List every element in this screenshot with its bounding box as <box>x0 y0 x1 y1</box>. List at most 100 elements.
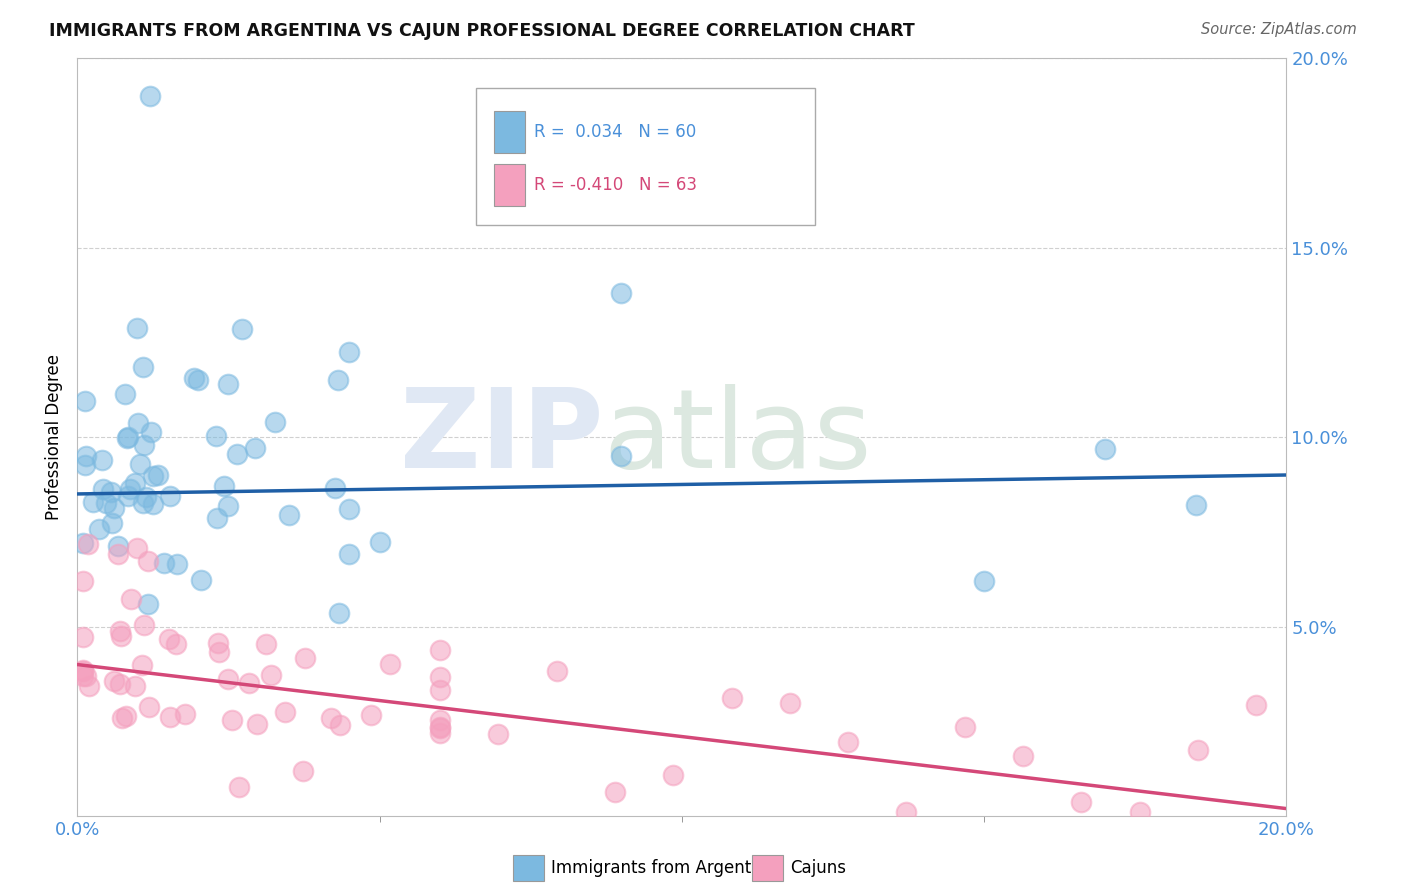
Point <box>174 706 197 721</box>
Point <box>1187 743 1209 757</box>
Text: R =  0.034   N = 60: R = 0.034 N = 60 <box>534 123 696 141</box>
Point <box>337 501 360 516</box>
Point <box>1129 805 1152 820</box>
Point <box>779 696 801 710</box>
Point <box>329 718 352 732</box>
Point <box>429 721 451 735</box>
Point <box>260 668 283 682</box>
Point <box>153 556 176 570</box>
Point <box>76 536 98 550</box>
Point <box>429 683 451 698</box>
Point <box>124 476 146 491</box>
Point <box>360 707 382 722</box>
Text: Immigrants from Argentina: Immigrants from Argentina <box>551 859 776 877</box>
Point <box>138 700 160 714</box>
Point <box>328 373 350 387</box>
Text: Cajuns: Cajuns <box>790 859 846 877</box>
Point <box>136 597 159 611</box>
Point <box>131 658 153 673</box>
Point <box>205 511 228 525</box>
Point <box>135 490 157 504</box>
Point <box>146 468 169 483</box>
Point <box>132 496 155 510</box>
Point <box>429 720 451 734</box>
Point <box>72 669 94 683</box>
Point <box>87 522 110 536</box>
Text: atlas: atlas <box>603 384 872 491</box>
Point <box>319 711 342 725</box>
Point <box>217 377 239 392</box>
Point <box>243 442 266 456</box>
FancyBboxPatch shape <box>495 164 524 206</box>
Point <box>214 479 236 493</box>
Point <box>294 650 316 665</box>
Point <box>118 482 141 496</box>
Text: Source: ZipAtlas.com: Source: ZipAtlas.com <box>1201 22 1357 37</box>
Point <box>108 624 131 639</box>
Point <box>120 591 142 606</box>
Text: ZIP: ZIP <box>399 384 603 491</box>
Point <box>1094 442 1116 457</box>
Point <box>72 663 94 677</box>
Point <box>183 371 205 385</box>
Point <box>896 805 918 820</box>
Point <box>159 489 181 503</box>
Point <box>221 713 243 727</box>
Point <box>662 768 685 782</box>
Point <box>208 645 231 659</box>
Point <box>166 557 188 571</box>
Point <box>429 725 451 739</box>
Point <box>117 489 139 503</box>
Point <box>127 417 149 431</box>
Point <box>72 536 94 550</box>
Point <box>134 438 156 452</box>
Point <box>610 285 633 300</box>
Point <box>73 394 96 409</box>
Point <box>75 669 97 683</box>
Point <box>125 541 148 555</box>
Point <box>207 635 229 649</box>
Point <box>429 714 451 728</box>
Point <box>129 457 152 471</box>
Point <box>103 500 125 515</box>
Point <box>1012 748 1035 763</box>
Text: R = -0.410   N = 63: R = -0.410 N = 63 <box>534 177 697 194</box>
Point <box>328 606 350 620</box>
Point <box>246 716 269 731</box>
Point <box>132 359 155 374</box>
Point <box>77 679 100 693</box>
Point <box>94 496 117 510</box>
Point <box>165 636 187 650</box>
Point <box>429 670 451 684</box>
Point <box>114 387 136 401</box>
Point <box>107 548 129 562</box>
Point <box>1246 698 1268 713</box>
Point <box>546 664 568 678</box>
Point <box>75 458 97 473</box>
Point <box>139 88 162 103</box>
Point <box>337 547 360 561</box>
Point <box>1184 498 1206 512</box>
Point <box>380 657 402 671</box>
Point <box>953 720 976 734</box>
Point <box>93 483 115 497</box>
Point <box>72 630 94 644</box>
Y-axis label: Professional Degree: Professional Degree <box>45 354 63 520</box>
Point <box>337 345 360 359</box>
Point <box>429 643 451 657</box>
Point <box>91 453 114 467</box>
Point <box>159 710 181 724</box>
Point <box>292 764 315 779</box>
Point <box>720 690 742 705</box>
Point <box>238 676 260 690</box>
Point <box>973 574 995 588</box>
FancyBboxPatch shape <box>477 88 815 225</box>
Point <box>72 574 94 588</box>
Point <box>187 373 209 387</box>
Point <box>228 780 250 794</box>
Point <box>1070 795 1092 809</box>
Point <box>610 449 633 463</box>
Point <box>124 679 146 693</box>
Point <box>115 431 138 445</box>
Point <box>274 705 297 719</box>
